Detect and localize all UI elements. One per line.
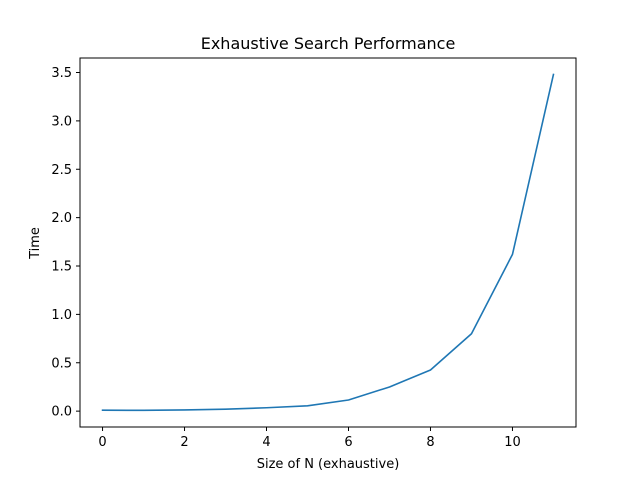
plot-area — [80, 58, 576, 427]
x-tick-label: 10 — [504, 435, 521, 450]
x-ticks: 0 2 4 6 8 10 — [98, 427, 521, 450]
x-tick-label: 4 — [262, 435, 270, 450]
y-tick-label: 3.0 — [51, 114, 72, 129]
x-tick-label: 6 — [344, 435, 352, 450]
y-tick-label: 0.5 — [51, 356, 72, 371]
x-axis-label: Size of N (exhaustive) — [257, 457, 400, 472]
y-tick-label: 2.0 — [51, 211, 72, 226]
y-tick-label: 1.0 — [51, 308, 72, 323]
x-tick-label: 8 — [426, 435, 434, 450]
x-tick-label: 2 — [180, 435, 188, 450]
y-axis-label: Time — [28, 227, 43, 260]
y-tick-label: 1.5 — [51, 260, 72, 275]
y-tick-label: 3.5 — [51, 66, 72, 81]
y-tick-label: 0.0 — [51, 405, 72, 420]
chart-title: Exhaustive Search Performance — [201, 34, 456, 53]
x-tick-label: 0 — [98, 435, 106, 450]
plot-frame — [79, 57, 577, 428]
y-tick-label: 2.5 — [51, 163, 72, 178]
series-line — [101, 73, 555, 412]
y-ticks: 0.0 0.5 1.0 1.5 2.0 2.5 3.0 3.5 — [51, 66, 80, 420]
